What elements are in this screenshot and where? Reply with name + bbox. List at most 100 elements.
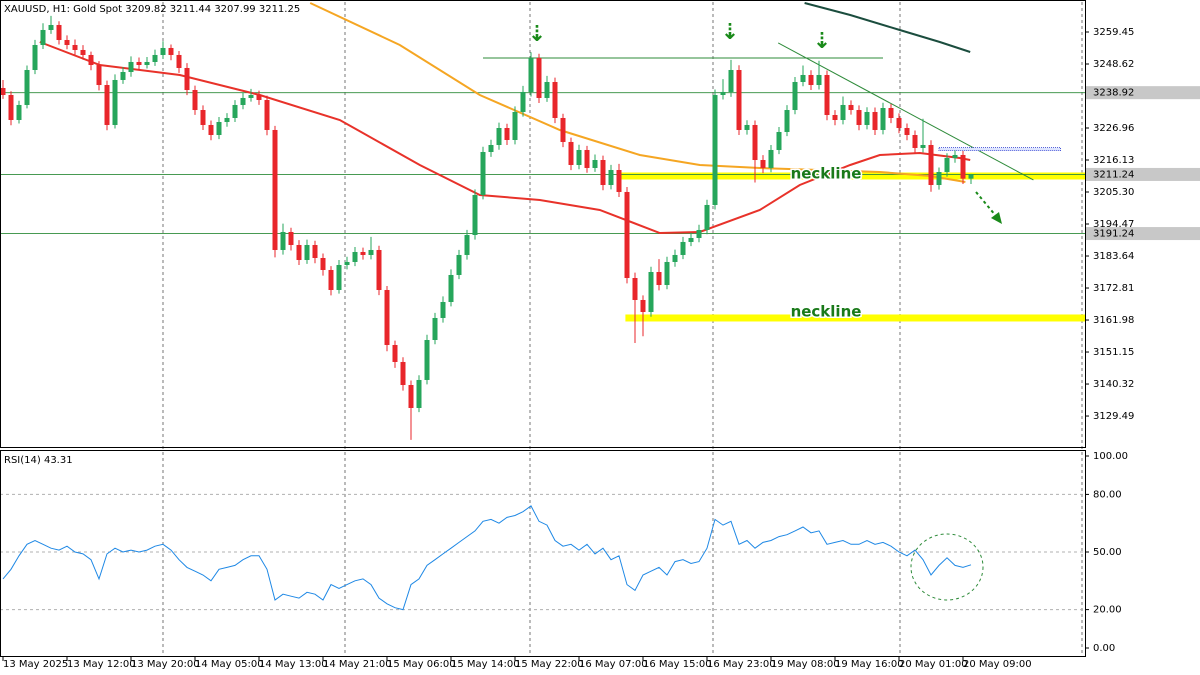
candle-body bbox=[264, 99, 270, 130]
zone-label: neckline bbox=[791, 164, 862, 182]
chart-title: XAUUSD, H1: Gold Spot 3209.82 3211.44 32… bbox=[4, 4, 300, 15]
x-tick-label: 15 May 06:00 bbox=[387, 659, 456, 670]
candle-body bbox=[424, 339, 430, 380]
candle-body bbox=[776, 131, 782, 150]
peak-marker: ⇣ bbox=[721, 20, 739, 45]
x-tick-label: 19 May 08:00 bbox=[771, 659, 840, 670]
zone-label: neckline bbox=[791, 302, 862, 320]
candle-body bbox=[224, 117, 230, 123]
candle-body bbox=[56, 24, 62, 41]
forecast-arrowhead bbox=[991, 212, 1002, 224]
candle-body bbox=[736, 69, 742, 130]
candle-body bbox=[600, 160, 606, 186]
x-tick-label: 20 May 09:00 bbox=[963, 659, 1032, 670]
level-label-box bbox=[1086, 227, 1200, 241]
y-tick-label: 3248.62 bbox=[1093, 59, 1134, 70]
candle-body bbox=[40, 29, 46, 45]
candle-body bbox=[688, 237, 694, 242]
level-label: 3211.24 bbox=[1093, 169, 1134, 180]
candle-body bbox=[168, 47, 174, 55]
x-tick-label: 15 May 14:00 bbox=[451, 659, 520, 670]
candle-body bbox=[912, 135, 918, 148]
candle-body bbox=[216, 122, 222, 136]
candle-body bbox=[584, 149, 590, 168]
candle-body bbox=[576, 149, 582, 166]
candle-body bbox=[472, 194, 478, 236]
candle-body bbox=[392, 344, 398, 362]
rsi-tick-label: 80.00 bbox=[1093, 489, 1122, 500]
candle-body bbox=[400, 361, 406, 386]
neckline-zone bbox=[619, 172, 1085, 180]
rsi-title: RSI(14) 43.31 bbox=[4, 455, 73, 466]
candle-body bbox=[552, 81, 558, 118]
candle-body bbox=[544, 81, 550, 98]
candle-body bbox=[120, 72, 126, 80]
candle-body bbox=[272, 129, 278, 250]
moving-average bbox=[309, 2, 966, 183]
level-label-box bbox=[1086, 86, 1200, 100]
candle-body bbox=[696, 229, 702, 238]
y-tick-label: 3259.45 bbox=[1093, 27, 1134, 38]
x-tick-label: 19 May 16:00 bbox=[835, 659, 904, 670]
candle-body bbox=[800, 74, 806, 82]
price-frame bbox=[0, 0, 1086, 448]
candle-body bbox=[256, 94, 262, 100]
rsi-frame bbox=[0, 450, 1086, 657]
candle-body bbox=[464, 235, 470, 255]
candle-body bbox=[664, 261, 670, 286]
candle-body bbox=[848, 104, 854, 111]
candle-body bbox=[416, 379, 422, 408]
candle-body bbox=[568, 141, 574, 166]
candle-body bbox=[768, 149, 774, 168]
candle-body bbox=[48, 24, 54, 30]
candle-body bbox=[320, 257, 326, 270]
y-tick-label: 3205.30 bbox=[1093, 187, 1134, 198]
candle-body bbox=[840, 104, 846, 120]
candle-body bbox=[824, 74, 830, 116]
moving-average bbox=[804, 2, 971, 53]
candle-body bbox=[208, 124, 214, 136]
candle-body bbox=[248, 94, 254, 98]
candle-body bbox=[288, 231, 294, 245]
x-tick-label: 13 May 12:00 bbox=[67, 659, 136, 670]
candle-body bbox=[280, 231, 286, 250]
level-label: 3191.24 bbox=[1093, 229, 1134, 240]
candle-body bbox=[712, 94, 718, 205]
candle-body bbox=[104, 85, 110, 125]
candle-body bbox=[904, 128, 910, 136]
candle-body bbox=[752, 124, 758, 161]
candle-body bbox=[0, 87, 6, 95]
candle-body bbox=[144, 61, 150, 66]
candle-body bbox=[184, 67, 190, 91]
y-tick-label: 3172.81 bbox=[1093, 283, 1134, 294]
candle-body bbox=[488, 144, 494, 152]
candle-body bbox=[960, 154, 966, 179]
candle-body bbox=[448, 274, 454, 302]
y-tick-label: 3161.98 bbox=[1093, 315, 1134, 326]
candle-body bbox=[520, 91, 526, 112]
candle-body bbox=[680, 241, 686, 255]
candle-body bbox=[920, 144, 926, 148]
y-tick-label: 3226.96 bbox=[1093, 123, 1134, 134]
candle-body bbox=[72, 44, 78, 50]
candle-body bbox=[888, 107, 894, 118]
level-label: 3238.92 bbox=[1093, 88, 1134, 99]
candle-body bbox=[656, 272, 662, 286]
rsi-tick-label: 0.00 bbox=[1093, 643, 1115, 654]
moving-average bbox=[39, 41, 971, 235]
x-tick-label: 15 May 22:00 bbox=[515, 659, 584, 670]
candle-body bbox=[376, 249, 382, 290]
neckline-zone bbox=[625, 314, 1085, 322]
trend-line bbox=[777, 42, 1034, 181]
candle-body bbox=[8, 94, 14, 120]
rsi-highlight bbox=[910, 533, 984, 601]
x-tick-label: 16 May 23:00 bbox=[707, 659, 776, 670]
candle-body bbox=[792, 81, 798, 111]
candle-body bbox=[808, 74, 814, 86]
candle-body bbox=[648, 272, 654, 312]
candle-body bbox=[632, 278, 638, 300]
candle-body bbox=[408, 385, 414, 408]
range-box bbox=[938, 147, 1061, 152]
candle-body bbox=[304, 244, 310, 261]
